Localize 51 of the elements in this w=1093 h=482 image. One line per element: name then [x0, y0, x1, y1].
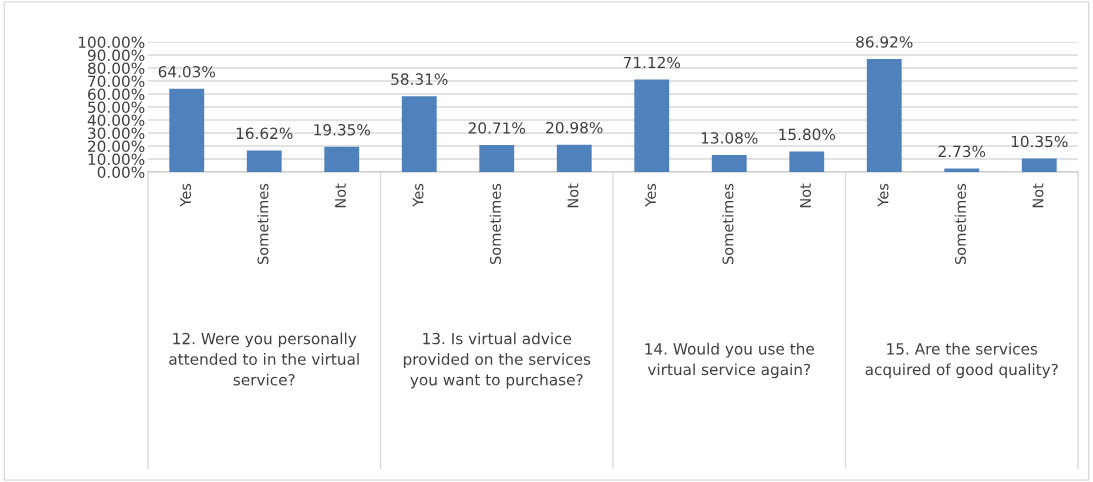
bar: [324, 146, 360, 172]
data-label: 10.35%: [1011, 135, 1068, 148]
data-label: 16.62%: [236, 127, 293, 140]
y-tick-label: 20.00%: [88, 140, 145, 153]
x-tick-label: Yes: [877, 183, 889, 207]
y-tick-label: 60.00%: [88, 88, 145, 101]
data-label: 15.80%: [779, 128, 836, 141]
data-label: 86.92%: [856, 36, 913, 48]
bar: [246, 150, 282, 172]
y-tick-label: 40.00%: [87, 114, 145, 127]
bar: [866, 59, 902, 172]
x-tick-label: Not: [1032, 183, 1044, 208]
x-tick-label: Yes: [645, 183, 656, 207]
bar: [1021, 158, 1057, 172]
bar: [479, 145, 515, 172]
x-tick-label: Yes: [180, 183, 191, 207]
bar: [711, 155, 747, 172]
x-tick-label: Not: [567, 183, 579, 208]
y-tick-label: 100.00%: [78, 36, 145, 49]
data-label: 20.98%: [546, 121, 603, 134]
data-label: 58.31%: [391, 73, 448, 85]
y-tick-label: 70.00%: [88, 75, 145, 88]
data-label: 13.08%: [701, 132, 758, 144]
bar: [401, 96, 437, 172]
text: 12. Were you personally attended to in the virtual service?: [169, 332, 359, 386]
x-tick-label: Sometimes: [257, 183, 269, 265]
data-label: 64.03%: [158, 65, 216, 78]
x-tick-label: Not: [335, 183, 346, 208]
text: 14. Would you use the virtual service again?: [645, 342, 814, 379]
text: 13. Is virtual advice provided on the services you want to purchase?: [403, 332, 591, 389]
data-label: 71.12%: [623, 56, 681, 69]
x-tick-label: Not: [800, 183, 811, 208]
y-tick-label: 80.00%: [88, 62, 145, 75]
y-tick-label: 50.00%: [88, 101, 145, 114]
x-tick-label: Sometimes: [722, 183, 734, 265]
bar: [789, 151, 825, 172]
bar: [169, 88, 205, 172]
y-tick-label: 90.00%: [87, 49, 145, 62]
data-label: 2.73%: [938, 145, 986, 158]
y-tick-label: 0.00%: [97, 166, 145, 179]
bar: [944, 168, 980, 172]
y-tick-label: 30.00%: [88, 127, 145, 140]
bar: [634, 79, 670, 172]
text: 15. Are the services acquired of good quality?: [865, 342, 1058, 379]
data-label: 20.71%: [468, 122, 526, 134]
data-label: 19.35%: [314, 124, 371, 136]
y-tick-label: 10.00%: [88, 153, 145, 166]
x-tick-label: Sometimes: [954, 183, 966, 265]
x-tick-label: Sometimes: [489, 183, 501, 265]
bar: [556, 144, 592, 172]
x-tick-label: Yes: [412, 183, 424, 207]
